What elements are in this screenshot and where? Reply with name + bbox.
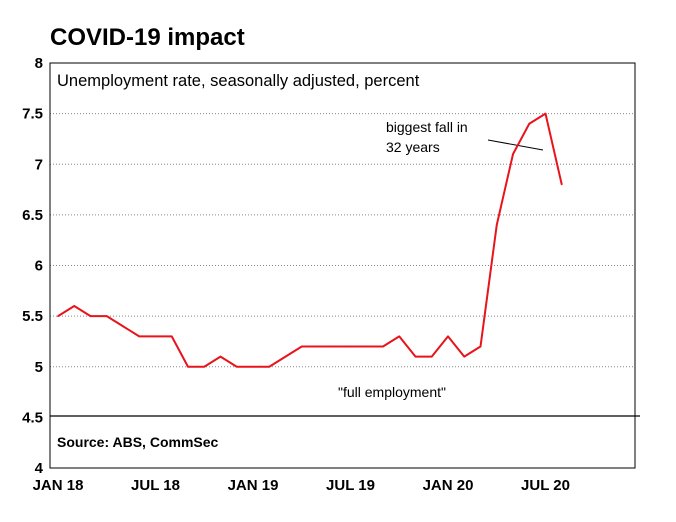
chart-title: COVID-19 impact: [50, 24, 245, 51]
data-point: [138, 335, 141, 338]
series-group: [57, 112, 563, 368]
data-point: [447, 335, 449, 338]
data-point: [398, 335, 401, 338]
data-point: [479, 345, 482, 348]
data-point: [317, 345, 319, 348]
annotation-biggest-fall-line1: biggest fall in: [386, 119, 468, 135]
annotation-pointer: [487, 139, 544, 151]
data-point: [430, 355, 433, 358]
data-point: [300, 345, 303, 348]
y-tick-label: 7.5: [22, 106, 43, 123]
x-tick-label: JUL 20: [521, 477, 570, 494]
annotation-full-employment: "full employment": [338, 384, 446, 400]
data-point: [512, 153, 514, 155]
source-note: Source: ABS, CommSec: [57, 434, 219, 450]
data-point: [284, 355, 287, 358]
y-tick-label: 5: [35, 359, 43, 376]
x-tick-label: JAN 18: [33, 477, 84, 494]
unemployment-line: [57, 112, 563, 368]
data-point: [122, 325, 124, 328]
gridlines: [50, 113, 635, 368]
data-point: [73, 305, 76, 307]
data-point: [268, 365, 271, 368]
data-point: [560, 183, 563, 186]
data-point: [414, 355, 417, 358]
data-point: [528, 122, 531, 125]
annotation-biggest-fall-line2: 32 years: [386, 139, 440, 155]
x-axis: JAN 18 JUL 18 JAN 19 JUL 19 JAN 20 JUL 20: [33, 477, 570, 494]
data-point: [203, 365, 206, 368]
data-point: [252, 365, 254, 368]
x-tick-label: JUL 18: [131, 477, 180, 494]
data-point: [382, 345, 384, 348]
data-point: [187, 365, 189, 368]
x-tick-label: JAN 19: [228, 477, 279, 494]
data-point: [219, 355, 222, 358]
data-point: [235, 365, 238, 368]
data-point: [544, 112, 547, 115]
y-tick-label: 7: [35, 156, 43, 173]
y-tick-label: 6: [35, 258, 43, 275]
data-point: [349, 345, 352, 348]
y-tick-label: 8: [35, 55, 43, 72]
data-point: [495, 224, 498, 226]
y-tick-label: 4: [35, 460, 44, 477]
data-point: [463, 355, 466, 358]
data-point: [365, 345, 368, 348]
data-point: [333, 345, 336, 348]
y-tick-label: 6.5: [22, 207, 43, 224]
x-tick-label: JUL 19: [326, 477, 375, 494]
data-point: [170, 335, 173, 338]
plot-frame: [49, 62, 636, 469]
chart-subtitle: Unemployment rate, seasonally adjusted, …: [57, 72, 420, 90]
y-tick-label: 5.5: [22, 308, 43, 325]
y-axis: 4 4.5 5 5.5 6 6.5 7 7.5 8: [22, 55, 44, 477]
data-point: [89, 315, 92, 317]
data-point: [105, 315, 108, 317]
x-tick-label: JAN 20: [423, 477, 474, 494]
data-point: [57, 315, 59, 317]
data-point: [154, 335, 157, 338]
y-tick-label: 4.5: [22, 409, 43, 426]
